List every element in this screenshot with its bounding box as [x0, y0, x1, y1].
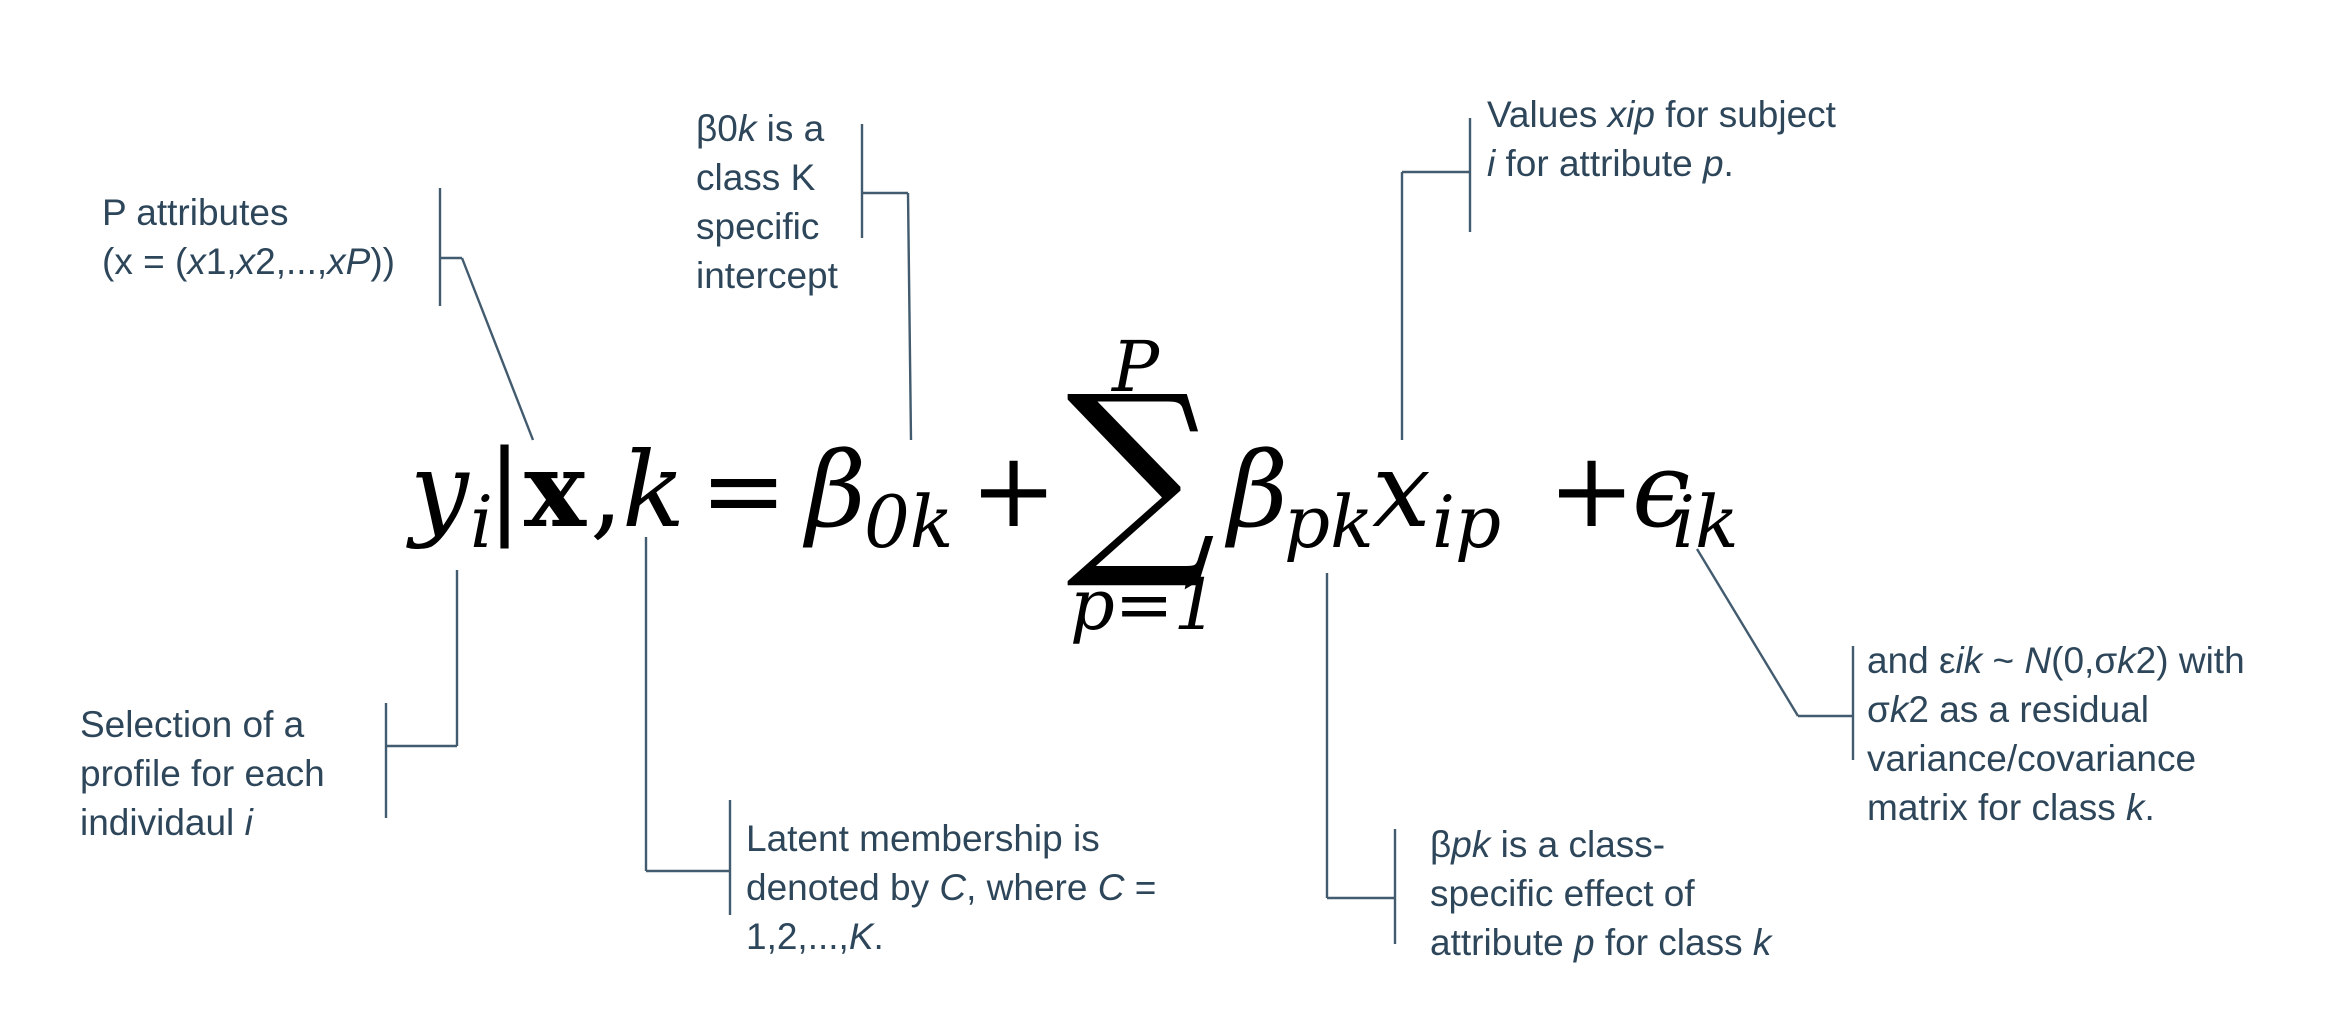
eq-lhs-sub: i	[470, 480, 494, 564]
annotation-intercept: β0k is a class K specific intercept	[696, 104, 838, 300]
eq-sum-lower: p=1	[1070, 564, 1218, 646]
eq-class-var: k	[622, 429, 686, 551]
eq-bar: |	[487, 427, 523, 549]
annotation-intercept-line4: intercept	[696, 255, 838, 296]
eq-lhs-var: y	[410, 429, 469, 551]
annotation-intercept-line1: β0k is a	[696, 108, 825, 149]
annotation-latent-line2: denoted by C, where C =	[746, 867, 1157, 908]
annotation-latent: Latent membership is denoted by C, where…	[746, 814, 1156, 961]
annotation-selection: Selection of a profile for each individa…	[80, 700, 325, 847]
annotation-effect-line2: specific effect of	[1430, 873, 1695, 914]
annotation-latent-line1: Latent membership is	[746, 818, 1100, 859]
eq-intercept-sub: 0k	[864, 480, 954, 564]
annotation-latent-line3: 1,2,...,K.	[746, 916, 884, 957]
annotation-selection-line2: profile for each	[80, 753, 325, 794]
annotation-attributes: P attributes (x = (x1,x2,...,xP))	[102, 188, 395, 286]
leader-attributes-pointer	[460, 257, 535, 441]
leader-error-pointer	[1695, 548, 1800, 717]
eq-error-sub: ik	[1672, 480, 1739, 564]
eq-slope-sym: β	[1228, 429, 1289, 551]
annotation-values-line2: i for attribute p.	[1487, 143, 1734, 184]
annotation-effect: βpk is a class- specific effect of attri…	[1430, 820, 1771, 967]
eq-error-sym: ϵ	[1632, 429, 1691, 551]
annotation-intercept-line2: class K	[696, 157, 816, 198]
leader-intercept-pointer	[906, 192, 913, 441]
annotation-selection-line1: Selection of a	[80, 704, 305, 745]
eq-predictor-sub: ip	[1432, 480, 1502, 564]
annotation-attributes-line2: (x = (x1,x2,...,xP))	[102, 241, 395, 282]
annotation-effect-line3: attribute p for class k	[1430, 922, 1772, 963]
eq-vector-x: x	[524, 428, 587, 551]
annotation-error: and εik ~ N(0,σk2) with σk2 as a residua…	[1867, 636, 2245, 832]
annotation-error-line4: matrix for class k.	[1867, 787, 2155, 828]
annotation-intercept-line3: specific	[696, 206, 820, 247]
annotation-values-line1: Values xip for subject	[1487, 94, 1836, 135]
annotation-error-line1: and εik ~ N(0,σk2) with	[1867, 640, 2245, 681]
annotation-selection-line3: individaul i	[80, 802, 253, 843]
eq-sum-upper: P	[1112, 326, 1160, 408]
eq-intercept-sym: β	[806, 429, 867, 551]
eq-sum-symbol: ∑	[1066, 350, 1216, 595]
annotation-effect-line1: βpk is a class-	[1430, 824, 1666, 865]
eq-plus-1: +	[970, 429, 1058, 551]
annotation-values: Values xip for subject i for attribute p…	[1487, 90, 1836, 188]
eq-equals: =	[700, 429, 788, 551]
eq-comma: ,	[590, 429, 624, 551]
annotation-attributes-line1: P attributes	[102, 192, 289, 233]
annotation-error-line3: variance/covariance	[1867, 738, 2197, 779]
eq-plus-2: +	[1548, 429, 1636, 551]
eq-slope-sub: pk	[1284, 480, 1374, 564]
eq-predictor-sym: x	[1372, 429, 1431, 551]
annotation-error-line2: σk2 as a residual	[1867, 689, 2149, 730]
